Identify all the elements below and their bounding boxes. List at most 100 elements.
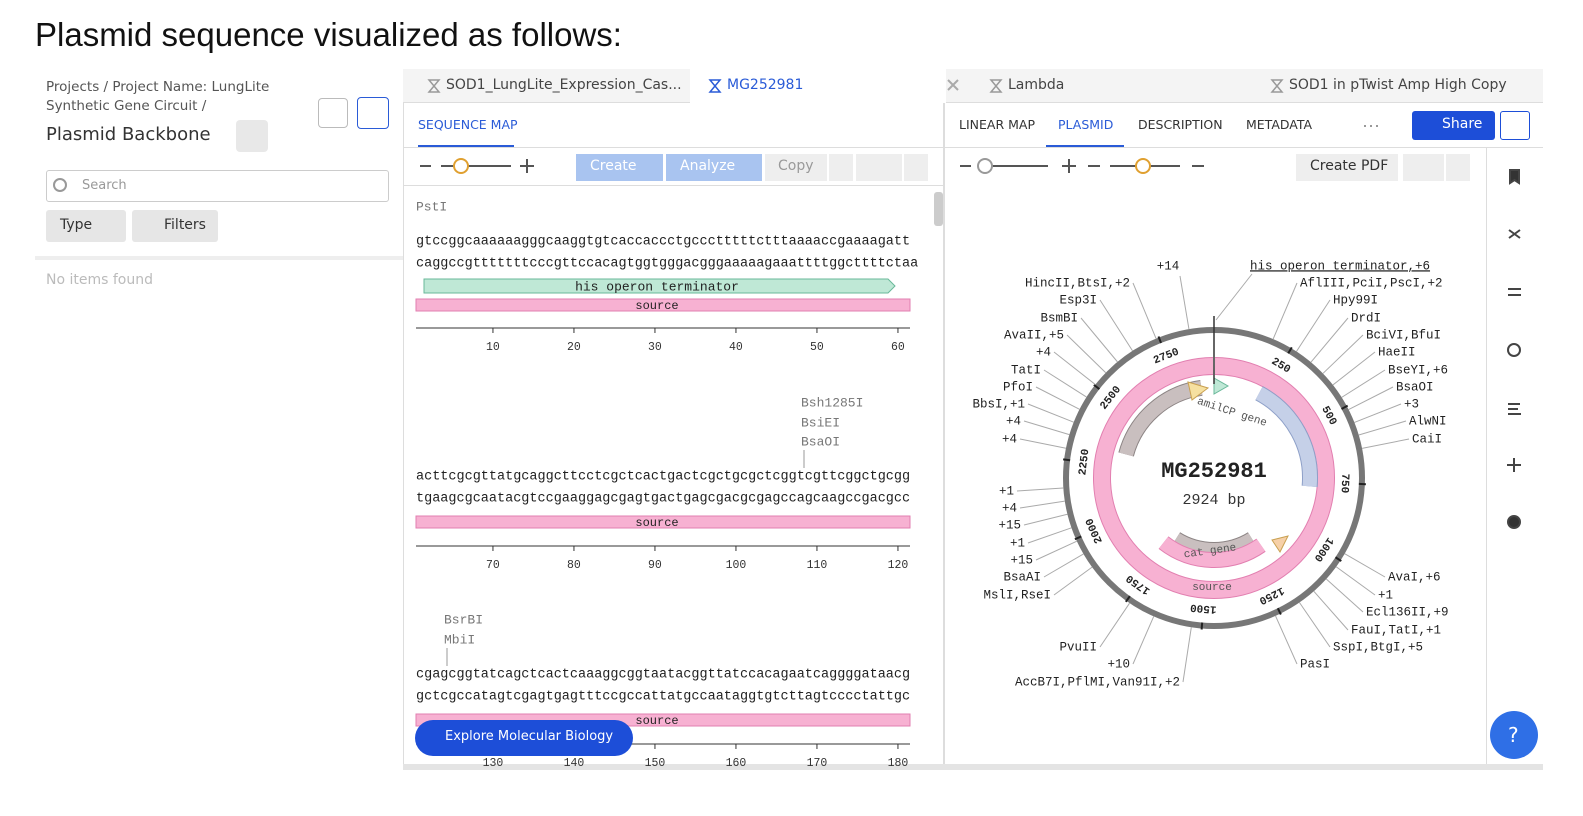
ruler-label: 140 (564, 757, 585, 770)
label-leader (1313, 590, 1349, 631)
help-button[interactable] (1490, 711, 1538, 759)
enzyme-label: +14 (1157, 259, 1180, 273)
type-button[interactable] (46, 210, 126, 242)
settings-button[interactable] (856, 154, 902, 181)
create-pdf-button[interactable] (1296, 154, 1398, 181)
feature-callout: his operon terminator,+6 (1250, 259, 1430, 273)
enzyme-label: BsaOI (801, 434, 840, 449)
label-leader (1332, 351, 1376, 386)
search-button[interactable] (1446, 154, 1470, 181)
settings-button[interactable] (1403, 154, 1444, 181)
bookmark-icon[interactable] (1509, 169, 1520, 185)
copy-link-button[interactable] (1500, 111, 1530, 140)
close-icon[interactable] (947, 79, 959, 91)
toolbar-divider (403, 185, 945, 186)
ruler-label: 20 (567, 341, 581, 354)
feature-arc (1119, 380, 1203, 457)
filters-button[interactable] (132, 210, 218, 242)
label-leader (1344, 553, 1386, 578)
toolbar-button-label: Copy (778, 158, 814, 174)
label-leader (1043, 553, 1084, 578)
feature-arc (1159, 536, 1266, 567)
subtab: DESCRIPTION (1138, 117, 1223, 132)
feature-bar (415, 515, 911, 529)
plasmid-name: MG252981 (1161, 459, 1267, 484)
ruler-label: 60 (891, 341, 905, 354)
label-leader (1341, 369, 1386, 398)
enzyme-label: BseYI,+6 (1388, 363, 1448, 377)
enzyme-label: BsaOI (1396, 380, 1434, 394)
enzyme-label: DrdI (1351, 311, 1381, 325)
ring-tick (1157, 336, 1162, 344)
enzyme-label: PvuII (1059, 640, 1097, 654)
enzyme-label: PstI (416, 199, 447, 214)
label-leader (1053, 566, 1093, 596)
ruler-label: 110 (807, 559, 828, 572)
share-button[interactable] (1412, 111, 1495, 140)
move-icon[interactable] (1507, 458, 1521, 472)
label-leader (1043, 369, 1087, 398)
zoom-slider[interactable] (420, 159, 534, 173)
zoom-knob[interactable] (977, 158, 993, 174)
enzyme-label: AvaI,+6 (1388, 570, 1441, 584)
sidebar-divider (35, 256, 403, 260)
feature-label: source (635, 516, 678, 530)
label-leader (1296, 299, 1331, 352)
enzyme-label: +4 (1006, 414, 1021, 428)
hourglass-icon (708, 79, 722, 93)
panel-divider (945, 147, 1543, 148)
info-icon[interactable] (1507, 515, 1521, 529)
label-leader (1132, 616, 1155, 665)
subtab: SEQUENCE MAP (418, 117, 518, 132)
scrollbar (934, 192, 943, 226)
ruler-label: 170 (807, 757, 828, 770)
ruler-label: 50 (810, 341, 824, 354)
filters-button-label: Filters (164, 217, 206, 233)
hourglass-icon (427, 79, 441, 93)
enzyme-label: +4 (1002, 501, 1017, 515)
enzyme-label: +4 (1002, 432, 1017, 446)
rotate-knob[interactable] (1135, 158, 1151, 174)
list-icon[interactable] (1508, 403, 1521, 415)
feature-label: source (635, 299, 678, 313)
analyze-button[interactable] (666, 154, 762, 181)
search-button[interactable] (904, 154, 928, 181)
hourglass-icon (1270, 79, 1284, 93)
enzyme-label: Bsh1285I (801, 395, 863, 410)
ruler-label: 70 (486, 559, 500, 572)
copy-button[interactable] (765, 154, 827, 181)
expand-button[interactable] (318, 98, 348, 128)
subtab-underline (1046, 145, 1124, 147)
label-leader (1272, 282, 1298, 340)
ruler-label: 130 (483, 757, 504, 770)
feature-triangle (1187, 381, 1210, 401)
label-leader (1019, 438, 1067, 449)
add-button[interactable] (357, 97, 389, 129)
scissors-icon[interactable] (1508, 229, 1521, 239)
zoom-slider[interactable] (960, 159, 1204, 173)
label-leader (1215, 273, 1253, 321)
ring-tick-label: 750 (1338, 473, 1351, 493)
zoom-knob[interactable] (453, 158, 469, 174)
project-title: Plasmid Backbone (46, 124, 211, 145)
chip[interactable] (415, 720, 633, 756)
heading: Plasmid sequence visualized as follows: (35, 16, 622, 53)
label-leader (1023, 420, 1070, 436)
search-icon (53, 178, 67, 192)
settings-button[interactable] (236, 120, 268, 152)
enzyme-label: Esp3I (1059, 293, 1097, 307)
ring-tick (1334, 556, 1342, 562)
empty-message: No items found (46, 272, 153, 288)
sequence-strand: cgagcggtatcagctcactcaaaggcggtaatacggttat… (416, 668, 910, 683)
swap-icon[interactable] (1508, 288, 1521, 296)
label-leader (1348, 386, 1394, 411)
more-button[interactable] (829, 154, 853, 181)
tab-bar (403, 69, 1543, 103)
chip-label: Explore Molecular Biology (445, 729, 614, 744)
history-icon[interactable] (1507, 343, 1521, 357)
create-button[interactable] (576, 154, 663, 181)
enzyme-label: BsrBI (444, 612, 483, 627)
search-box[interactable] (46, 170, 389, 202)
